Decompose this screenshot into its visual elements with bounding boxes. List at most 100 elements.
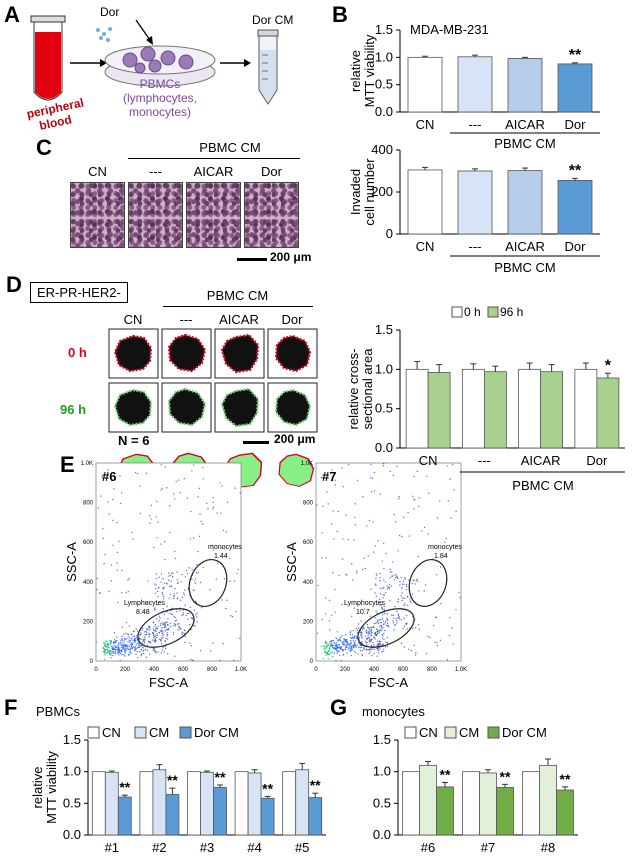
bar xyxy=(234,771,249,836)
bar xyxy=(436,786,454,836)
lymphocyte-gate-value: 8.48 xyxy=(136,609,150,616)
flow-event xyxy=(366,631,368,633)
flow-event xyxy=(112,519,114,522)
flow-event xyxy=(360,644,363,647)
flow-event xyxy=(161,593,164,595)
panel-d-label-vehicle: --- xyxy=(179,312,193,327)
flow-event xyxy=(373,551,375,553)
flow-event xyxy=(147,628,150,630)
flow-event xyxy=(343,642,345,645)
invasion-image-dor xyxy=(244,182,299,248)
flow-event xyxy=(439,639,442,642)
flow-event xyxy=(172,625,174,627)
flow-event xyxy=(153,640,155,643)
flow-event xyxy=(336,530,338,533)
flow-event xyxy=(123,633,125,636)
flow-event xyxy=(363,646,365,649)
y-tick-label: 1.5 xyxy=(375,22,393,37)
flow-event xyxy=(391,620,394,622)
flow-event xyxy=(167,575,170,577)
flow-event xyxy=(146,629,149,631)
flow-event xyxy=(123,653,125,656)
flow-y-tick: 400 xyxy=(303,580,314,586)
flow-event xyxy=(378,632,380,634)
flow-event xyxy=(145,656,148,659)
flow-event xyxy=(196,616,198,618)
flow-event xyxy=(121,592,123,594)
flow-event xyxy=(140,655,142,657)
flow-event xyxy=(377,645,380,647)
flow-x-tick: 400 xyxy=(149,667,160,673)
flow-event xyxy=(331,651,333,653)
blood-label-line: blood xyxy=(38,112,73,132)
flow-event xyxy=(174,498,176,500)
flow-event xyxy=(176,571,178,573)
flow-event xyxy=(118,649,121,651)
bar xyxy=(507,58,543,113)
flow-event xyxy=(215,578,217,580)
flow-event xyxy=(124,652,126,654)
flow-event xyxy=(350,641,352,644)
panel-d-label-aicar: AICAR xyxy=(219,312,259,327)
flow-event xyxy=(164,623,166,625)
flow-event xyxy=(413,579,415,582)
flow-event xyxy=(334,588,336,591)
flow-event xyxy=(346,646,348,648)
flow-event xyxy=(336,631,339,633)
flow-event xyxy=(211,544,214,546)
flow-event xyxy=(126,638,128,640)
flow-event xyxy=(379,629,382,632)
flow-event xyxy=(395,574,397,576)
flow-event xyxy=(394,576,397,579)
panel-d-label-cn: CN xyxy=(123,312,143,327)
flow-event xyxy=(327,658,329,660)
bar xyxy=(518,368,542,449)
flow-event xyxy=(110,642,112,644)
flow-event xyxy=(331,645,334,647)
flow-event xyxy=(349,647,351,650)
flow-x-tick: 1.0K xyxy=(235,667,247,673)
monocyte-gate-label: monocytes xyxy=(208,544,242,551)
flow-event xyxy=(141,629,143,631)
flow-event xyxy=(121,642,123,644)
flow-event xyxy=(124,638,127,641)
flow-event xyxy=(148,636,151,638)
flow-event xyxy=(316,632,319,635)
flow-event xyxy=(388,583,391,586)
flow-event xyxy=(120,639,122,642)
flow-event xyxy=(107,469,109,471)
flow-event xyxy=(334,484,336,486)
legend-label-96h: 96 h xyxy=(500,305,523,319)
flow-event xyxy=(134,649,136,651)
significance-mark: ** xyxy=(569,47,582,64)
flow-event xyxy=(173,597,175,600)
flow-event xyxy=(136,642,138,645)
flow-event xyxy=(408,579,410,581)
flow-event xyxy=(157,625,160,627)
flow-event xyxy=(134,471,137,474)
overlay-96h xyxy=(279,455,313,486)
flow-event xyxy=(375,577,377,580)
chart-g-monocytes: 0.0 0.5 1.0 1.5 ** #6 ** #7 ** #8 monocytes CN CM Dor… xyxy=(362,704,578,855)
flow-event xyxy=(398,616,401,618)
bar xyxy=(457,170,493,235)
flow-event xyxy=(361,650,364,652)
flow-event xyxy=(133,630,135,633)
flow-event xyxy=(373,490,376,492)
flow-event xyxy=(225,607,227,610)
group-label: PBMC CM xyxy=(494,136,555,151)
flow-event xyxy=(165,626,167,628)
flow-event xyxy=(325,643,327,645)
flow-event xyxy=(184,576,187,578)
flow-event xyxy=(347,538,350,541)
flow-event xyxy=(403,583,405,586)
flow-event xyxy=(191,568,193,570)
flow-event xyxy=(363,647,365,650)
flow-event xyxy=(175,480,177,483)
flow-event xyxy=(171,575,174,578)
flow-event xyxy=(340,636,342,639)
flow-event xyxy=(386,645,389,647)
flow-event xyxy=(364,567,366,570)
flow-event xyxy=(134,639,136,641)
spheroid-image xyxy=(167,333,207,373)
